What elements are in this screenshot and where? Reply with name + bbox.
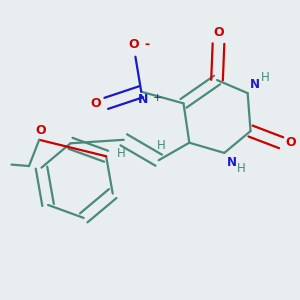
Text: O: O	[90, 97, 101, 110]
Text: O: O	[35, 124, 46, 137]
Text: H: H	[237, 162, 245, 175]
Text: H: H	[116, 147, 125, 160]
Text: N: N	[137, 93, 148, 106]
Text: O: O	[213, 26, 224, 39]
Text: +: +	[153, 93, 162, 103]
Text: H: H	[157, 139, 166, 152]
Text: N: N	[226, 156, 237, 169]
Text: -: -	[144, 38, 149, 51]
Text: N: N	[250, 78, 260, 91]
Text: H: H	[261, 71, 269, 84]
Text: O: O	[129, 38, 139, 52]
Text: O: O	[286, 136, 296, 149]
